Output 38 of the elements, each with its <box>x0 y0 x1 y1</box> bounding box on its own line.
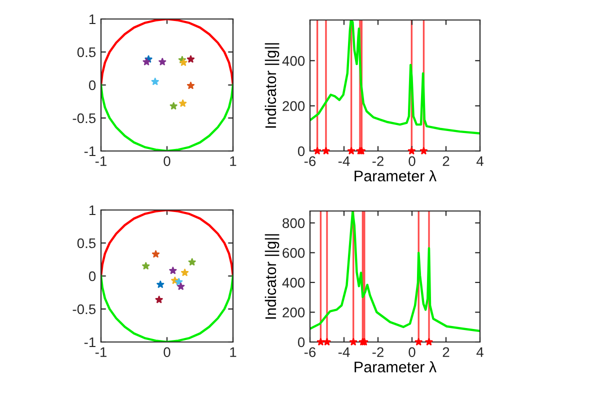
y-tick-label: 200 <box>282 101 305 111</box>
x-tick-label: 0 <box>164 156 170 166</box>
x-axis-title: Parameter λ <box>354 170 436 182</box>
x-tick-label: 1 <box>230 347 236 357</box>
y-axis-title: Indicator ||g|| <box>264 234 280 319</box>
x-tick-label: 0 <box>408 347 416 358</box>
y-tick-label: -1 <box>84 146 96 156</box>
x-tick-label: 2 <box>442 347 450 357</box>
x-tick-label: -6 <box>304 347 316 358</box>
y-tick-label: 0 <box>88 271 96 282</box>
y-tick-label: 200 <box>282 308 305 318</box>
y-tick-label: 600 <box>282 248 305 258</box>
x-tick-label: 4 <box>476 156 484 166</box>
x-tick-label: 1 <box>230 156 236 166</box>
y-tick-label: 400 <box>282 278 305 288</box>
x-tick-label: -2 <box>372 156 384 166</box>
y-tick-label: 0 <box>298 337 305 348</box>
y-tick-label: 400 <box>282 56 305 66</box>
y-tick-label: 800 <box>282 218 305 228</box>
y-tick-label: 1 <box>89 14 96 24</box>
y-tick-label: -0.5 <box>72 304 96 314</box>
x-tick-label: 0 <box>408 156 416 166</box>
y-tick-label: -1 <box>84 337 96 348</box>
y-tick-label: 0 <box>88 80 96 90</box>
y-axis-title: Indicator ||g|| <box>264 43 280 128</box>
x-tick-label: 2 <box>442 156 450 166</box>
x-tick-label: 4 <box>476 347 484 357</box>
x-tick-label: -4 <box>338 156 350 166</box>
x-axis-title: Parameter λ <box>354 361 436 372</box>
x-tick-label: 0 <box>164 347 170 358</box>
y-tick-label: 0.5 <box>77 238 96 248</box>
y-tick-label: -0.5 <box>72 113 96 124</box>
y-tick-label: 0 <box>298 146 305 156</box>
y-tick-label: 1 <box>89 205 96 216</box>
x-tick-label: -6 <box>304 156 316 166</box>
x-tick-label: -4 <box>338 347 350 357</box>
y-tick-label: 0.5 <box>77 47 96 58</box>
x-tick-label: -2 <box>372 347 384 357</box>
